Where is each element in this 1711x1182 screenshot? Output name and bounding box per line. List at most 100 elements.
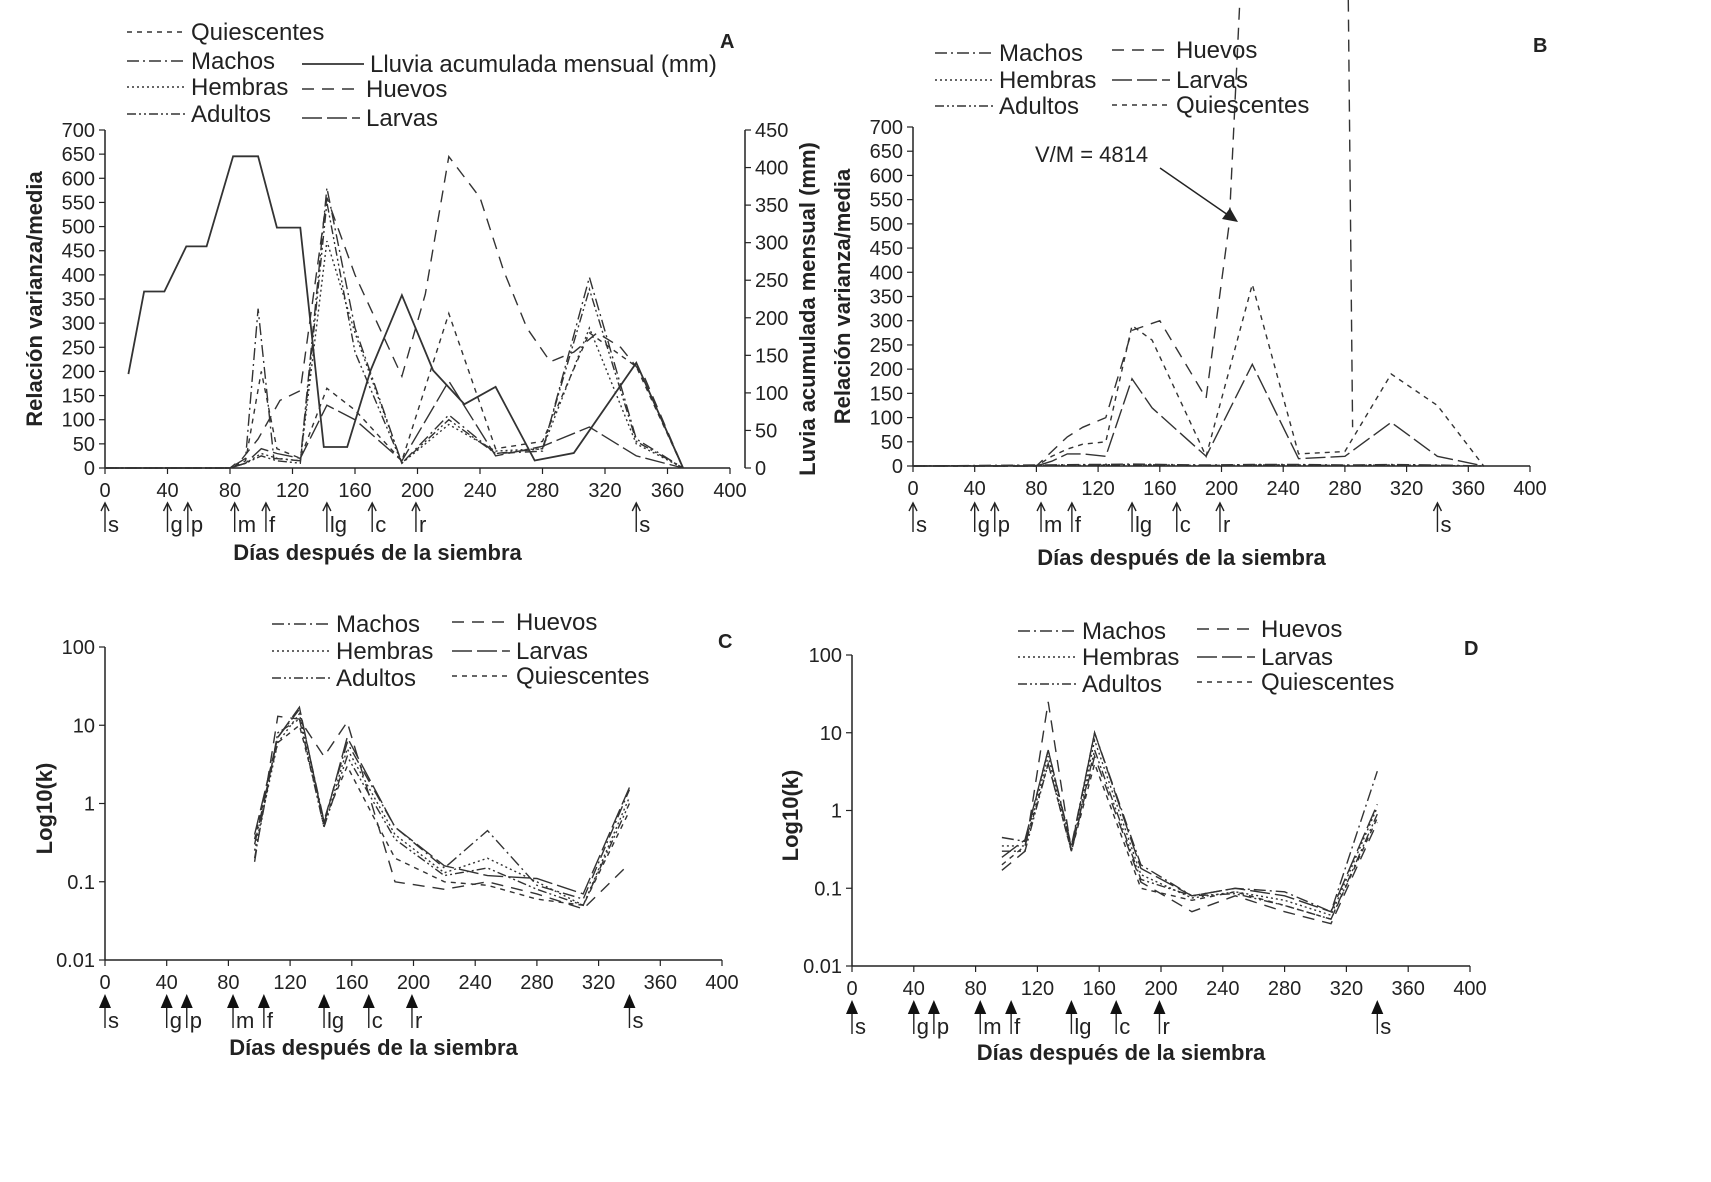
series-line-adultos: [913, 464, 1484, 467]
event-arrowhead: [162, 501, 173, 512]
y-axis-title: Relación varianza/media: [22, 170, 47, 426]
event-arrowhead: [908, 501, 918, 512]
event-label: r: [1162, 1014, 1169, 1039]
x-tick-label: 0: [99, 480, 110, 502]
y-tick-label: 450: [62, 241, 95, 263]
x-tick-label: 200: [401, 480, 434, 502]
y-tick-label: 50: [881, 432, 903, 454]
y2-tick-label: 200: [755, 308, 788, 330]
series-line-huevos: [1001, 701, 1378, 925]
y-tick-label: 500: [62, 217, 95, 239]
legend-label: Lluvia acumulada mensual (mm): [370, 51, 717, 78]
y2-axis-title: Luvia acumulada mensual (mm): [795, 142, 820, 476]
y-tick-label: 400: [870, 262, 903, 284]
x-axis-title: Días después de la siembra: [233, 540, 522, 565]
event-arrowhead: [257, 994, 270, 1008]
event-arrowhead: [411, 501, 421, 512]
series-line-quiescentes: [253, 724, 631, 907]
y-tick-label: 1: [84, 794, 95, 816]
x-tick-label: 0: [907, 478, 918, 500]
x-tick-label: 160: [1143, 478, 1176, 500]
event-arrowhead: [227, 994, 240, 1008]
panel-b: 0 40 80 120 160 200 240 280 320 360 40005010015020…: [830, 0, 1547, 570]
event-arrowhead: [367, 501, 377, 512]
y-tick-label: 350: [62, 289, 95, 311]
legend-label: Machos: [1082, 618, 1166, 645]
y2-tick-label: 0: [755, 458, 766, 480]
x-tick-label: 280: [1328, 478, 1361, 500]
event-label: lg: [330, 512, 347, 537]
panel-letter: C: [718, 631, 732, 653]
x-axis-title: Días después de la siembra: [977, 1040, 1266, 1065]
legend-label: Huevos: [1176, 37, 1257, 64]
x-tick-label: 240: [463, 480, 496, 502]
event-arrowhead: [1153, 1000, 1166, 1014]
y-tick-label: 10: [73, 715, 95, 737]
x-tick-label: 360: [644, 972, 677, 994]
legend-label: Quiescentes: [1261, 669, 1394, 696]
legend-label: Machos: [191, 48, 275, 75]
event-label: s: [639, 512, 650, 537]
event-arrowhead: [1005, 1000, 1018, 1014]
legend-label: Quiescentes: [516, 663, 649, 690]
x-tick-label: 360: [1392, 978, 1425, 1000]
panel-d: 0 40 80 120 160 200 240 280 320 360 400 0.01 0.1 1 10 1…: [778, 616, 1487, 1065]
y-tick-label: 0.01: [803, 956, 842, 978]
event-label: lg: [1074, 1014, 1091, 1039]
event-label: g: [917, 1014, 929, 1039]
y-tick-label: 450: [870, 238, 903, 260]
event-label: r: [419, 512, 426, 537]
y2-tick-label: 50: [755, 420, 777, 442]
event-arrowhead: [180, 994, 193, 1008]
legend-label: Hembras: [191, 74, 288, 101]
event-label: r: [1223, 512, 1230, 537]
x-tick-label: 200: [1205, 478, 1238, 500]
y-tick-label: 100: [870, 408, 903, 430]
series-line-huevos: [253, 715, 630, 910]
event-arrowhead: [1432, 501, 1443, 512]
event-label: f: [1075, 512, 1082, 537]
x-tick-label: 280: [1268, 978, 1301, 1000]
x-tick-label: 0: [99, 972, 110, 994]
event-label: c: [1180, 512, 1191, 537]
x-axis-title: Días después de la siembra: [229, 1035, 518, 1060]
plot-area: [253, 705, 631, 910]
plot-area: [105, 154, 684, 469]
y-tick-label: 150: [62, 386, 95, 408]
event-arrowhead: [230, 501, 240, 512]
series-line-adultos: [253, 717, 631, 907]
x-tick-label: 360: [651, 480, 684, 502]
event-arrowhead: [990, 501, 1000, 512]
y-tick-label: 1: [831, 801, 842, 823]
y-tick-label: 600: [62, 168, 95, 190]
panel-letter: D: [1464, 638, 1478, 660]
x-tick-label: 120: [276, 480, 309, 502]
y-tick-label: 500: [870, 214, 903, 236]
y-tick-label: 250: [62, 337, 95, 359]
legend-label: Quiescentes: [1176, 92, 1309, 119]
x-tick-label: 320: [588, 480, 621, 502]
legend-label: Adultos: [336, 665, 416, 692]
event-label: c: [375, 512, 386, 537]
x-tick-label: 120: [273, 972, 306, 994]
y2-tick-label: 400: [755, 158, 788, 180]
event-label: m: [983, 1014, 1001, 1039]
x-tick-label: 120: [1081, 478, 1114, 500]
x-tick-label: 80: [217, 972, 239, 994]
x-tick-label: 320: [1330, 978, 1363, 1000]
x-tick-label: 200: [1144, 978, 1177, 1000]
series-line-machos: [105, 187, 684, 469]
event-arrowhead: [261, 501, 271, 512]
series-line-larvas: [1001, 730, 1378, 913]
y-tick-label: 600: [870, 165, 903, 187]
legend-label: Huevos: [1261, 616, 1342, 643]
legend-label: Hembras: [336, 638, 433, 665]
legend-label: Adultos: [1082, 671, 1162, 698]
legend-label: Hembras: [999, 67, 1096, 94]
y-axis-title: Log10(k): [32, 763, 57, 855]
y-tick-label: 250: [870, 335, 903, 357]
x-tick-label: 160: [335, 972, 368, 994]
legend-label: Huevos: [366, 76, 447, 103]
x-tick-label: 40: [156, 972, 178, 994]
